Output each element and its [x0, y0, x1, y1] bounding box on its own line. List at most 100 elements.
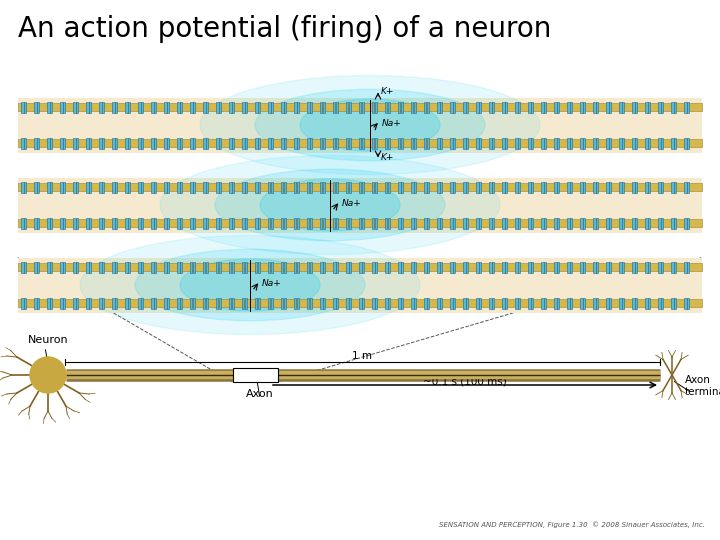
Bar — [528, 218, 531, 228]
Bar — [242, 298, 244, 308]
Bar — [190, 218, 192, 228]
Bar — [372, 298, 374, 308]
Bar — [281, 102, 284, 112]
Bar — [660, 218, 663, 228]
Bar — [153, 218, 156, 228]
Bar — [138, 298, 140, 308]
Bar — [60, 102, 63, 112]
Bar — [658, 181, 660, 192]
Ellipse shape — [300, 99, 440, 151]
Bar — [255, 261, 257, 273]
Bar — [216, 218, 218, 228]
Bar — [34, 102, 37, 112]
Bar — [372, 218, 374, 228]
Bar — [554, 181, 557, 192]
Bar — [37, 218, 39, 228]
Bar — [320, 261, 323, 273]
Bar — [518, 138, 520, 148]
Bar — [153, 298, 156, 308]
Bar — [138, 181, 140, 192]
Bar — [518, 261, 520, 273]
Bar — [258, 298, 260, 308]
Bar — [258, 218, 260, 228]
Bar — [632, 261, 634, 273]
Bar — [63, 102, 65, 112]
Bar — [489, 298, 492, 308]
Bar — [505, 298, 507, 308]
Bar — [179, 102, 182, 112]
Bar — [24, 138, 26, 148]
Bar — [582, 138, 585, 148]
Bar — [21, 298, 24, 308]
Bar — [567, 218, 570, 228]
Bar — [452, 181, 455, 192]
Bar — [255, 102, 258, 112]
Bar — [233, 261, 234, 273]
Bar — [190, 181, 192, 192]
Bar — [268, 261, 270, 273]
Bar — [541, 138, 544, 148]
Bar — [294, 298, 296, 308]
Bar — [647, 138, 650, 148]
Bar — [112, 102, 114, 112]
Bar — [323, 138, 325, 148]
Bar — [595, 298, 598, 308]
Bar — [24, 298, 26, 308]
Bar — [218, 181, 221, 192]
Bar — [333, 102, 335, 112]
Bar — [73, 261, 76, 273]
Bar — [63, 138, 65, 148]
Bar — [466, 138, 468, 148]
Bar — [466, 261, 468, 273]
Bar — [671, 298, 673, 308]
Bar — [541, 218, 544, 228]
Bar — [686, 102, 689, 112]
Circle shape — [30, 357, 66, 393]
Bar — [452, 298, 455, 308]
Bar — [489, 138, 492, 148]
Bar — [86, 261, 89, 273]
Bar — [153, 181, 156, 192]
Bar — [505, 218, 507, 228]
Bar — [686, 218, 689, 228]
Bar — [452, 138, 455, 148]
Bar — [220, 298, 221, 308]
Bar — [114, 218, 117, 228]
Ellipse shape — [215, 169, 445, 241]
Bar — [531, 181, 533, 192]
Bar — [151, 181, 153, 192]
Bar — [463, 261, 466, 273]
Bar — [400, 218, 403, 228]
Bar — [387, 261, 390, 273]
Bar — [518, 102, 520, 112]
Bar — [242, 261, 244, 273]
Bar — [372, 181, 374, 192]
Bar — [284, 102, 286, 112]
Bar — [47, 181, 50, 192]
Bar — [37, 261, 39, 273]
Bar — [114, 298, 117, 308]
Bar — [479, 181, 481, 192]
Ellipse shape — [180, 259, 320, 311]
Bar — [580, 261, 582, 273]
Bar — [515, 218, 518, 228]
Bar — [621, 218, 624, 228]
Bar — [437, 138, 439, 148]
Bar — [492, 261, 494, 273]
Bar — [413, 298, 416, 308]
Bar — [232, 218, 234, 228]
Bar — [255, 181, 258, 192]
Bar — [673, 298, 676, 308]
Bar — [333, 181, 335, 192]
Bar — [164, 298, 166, 308]
Bar — [413, 181, 416, 192]
Bar — [673, 261, 676, 273]
Bar — [632, 102, 634, 112]
Bar — [34, 138, 37, 148]
Bar — [505, 102, 507, 112]
Bar — [450, 181, 452, 192]
Bar — [424, 181, 426, 192]
Bar — [24, 102, 26, 112]
Bar — [595, 102, 598, 112]
Ellipse shape — [200, 76, 540, 174]
